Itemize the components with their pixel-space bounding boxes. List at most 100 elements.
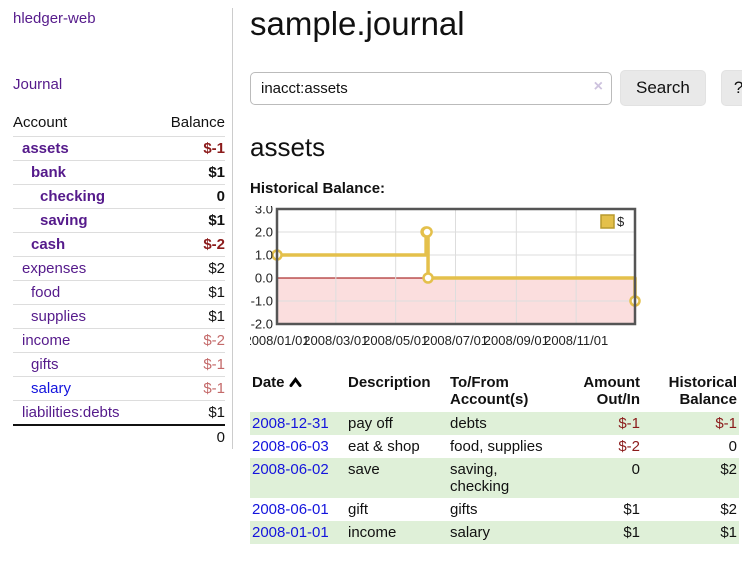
accounts-total-row: 0 bbox=[13, 424, 225, 449]
transaction-balance: $-1 bbox=[642, 412, 739, 435]
transaction-balance: $1 bbox=[642, 521, 739, 544]
app-title-link[interactable]: hledger-web bbox=[13, 10, 96, 27]
transaction-date-link[interactable]: 2008-12-31 bbox=[252, 415, 329, 432]
accounts-total-spacer bbox=[13, 424, 154, 449]
search-button[interactable]: Search bbox=[620, 70, 706, 106]
transaction-row: 2008-06-01 gift gifts $1 $2 bbox=[250, 498, 739, 521]
transaction-accounts: food, supplies bbox=[450, 438, 543, 455]
account-balance: $-1 bbox=[153, 376, 225, 401]
transaction-date-link[interactable]: 2008-06-01 bbox=[252, 501, 329, 518]
account-link[interactable]: expenses bbox=[22, 260, 87, 277]
transaction-description: pay off bbox=[346, 412, 448, 435]
register-header-date[interactable]: Date bbox=[250, 372, 346, 412]
account-balance: $-2 bbox=[153, 232, 225, 257]
account-row: saving $1 bbox=[13, 208, 225, 233]
account-row: bank $1 bbox=[13, 160, 225, 185]
svg-text:2008/11/01: 2008/11/01 bbox=[544, 333, 608, 348]
account-row: checking 0 bbox=[13, 184, 225, 209]
account-link[interactable]: salary bbox=[31, 380, 72, 397]
account-row: cash $-2 bbox=[13, 232, 225, 257]
transaction-amount: $1 bbox=[623, 501, 640, 518]
account-row: expenses $2 bbox=[13, 256, 225, 281]
transaction-row: 2008-01-01 income salary $1 $1 bbox=[250, 521, 739, 544]
register-header-amount: Amount Out/In bbox=[583, 374, 640, 408]
account-link[interactable]: food bbox=[31, 284, 61, 301]
sort-ascending-icon bbox=[289, 375, 302, 392]
svg-text:2008/05/01: 2008/05/01 bbox=[363, 333, 428, 348]
account-link[interactable]: liabilities:debts bbox=[22, 404, 120, 421]
transaction-accounts: gifts bbox=[450, 501, 478, 518]
account-row: liabilities:debts $1 bbox=[13, 400, 225, 425]
accounts-total-value: 0 bbox=[153, 424, 225, 449]
chart-canvas: $3.0 2.0 1.0 0.0 -1.0 -2.02008/01/012008/03/0… bbox=[244, 202, 641, 348]
register-header-accounts: To/From Account(s) bbox=[450, 374, 529, 408]
transaction-description: income bbox=[346, 521, 448, 544]
transaction-balance: 0 bbox=[728, 438, 737, 455]
accounts-header-row: Account Balance bbox=[13, 111, 225, 137]
transaction-amount: $-1 bbox=[554, 412, 642, 435]
account-balance: $1 bbox=[153, 208, 225, 233]
transaction-accounts: salary bbox=[448, 521, 554, 544]
account-balance: 0 bbox=[153, 184, 225, 209]
account-link[interactable]: income bbox=[22, 332, 71, 349]
account-row: gifts $-1 bbox=[13, 352, 225, 377]
account-link[interactable]: gifts bbox=[31, 356, 59, 373]
account-heading: assets bbox=[250, 132, 326, 162]
page-title: sample.journal bbox=[250, 5, 465, 42]
sidebar: hledger-web Journal Account Balance asse… bbox=[0, 0, 233, 582]
account-balance: $1 bbox=[153, 160, 225, 185]
transaction-date-link[interactable]: 2008-06-03 bbox=[252, 438, 329, 455]
svg-text:0.0: 0.0 bbox=[255, 271, 273, 286]
accounts-header-account: Account bbox=[13, 114, 68, 131]
svg-text:2008/01/01: 2008/01/01 bbox=[250, 333, 310, 348]
sidebar-panel: hledger-web Journal Account Balance asse… bbox=[13, 8, 233, 449]
svg-text:2.0: 2.0 bbox=[255, 225, 273, 240]
account-row: income $-2 bbox=[13, 328, 225, 353]
chart-label: Historical Balance: bbox=[250, 180, 386, 197]
account-balance: $1 bbox=[153, 400, 225, 425]
transaction-description: save bbox=[346, 458, 448, 498]
transaction-amount: $1 bbox=[554, 521, 642, 544]
transaction-accounts: debts bbox=[448, 412, 554, 435]
main-content: sample.journal × Search ? assets Histori… bbox=[233, 0, 742, 582]
transaction-accounts: saving, checking bbox=[448, 458, 554, 498]
account-balance: $2 bbox=[153, 256, 225, 281]
accounts-table: Account Balance assets $-1 bank $1 checking 0… bbox=[13, 111, 225, 449]
account-link[interactable]: cash bbox=[31, 236, 66, 253]
register-header-row: Date Description To/From Account(s) Amou… bbox=[250, 372, 739, 412]
transaction-description: gift bbox=[348, 501, 369, 518]
search-input[interactable] bbox=[250, 71, 612, 105]
sidebar-item-journal[interactable]: Journal bbox=[13, 76, 63, 93]
account-balance: $1 bbox=[153, 280, 225, 305]
account-link[interactable]: bank bbox=[31, 164, 67, 181]
account-balance: $-1 bbox=[153, 352, 225, 377]
transaction-balance: $2 bbox=[720, 501, 737, 518]
accounts-header-balance: Balance bbox=[170, 114, 225, 131]
account-row: supplies $1 bbox=[13, 304, 225, 329]
search-input-wrap: × bbox=[250, 71, 612, 105]
svg-text:3.0: 3.0 bbox=[255, 206, 273, 217]
register-header-balance: Historical Balance bbox=[668, 374, 737, 408]
transaction-amount: 0 bbox=[554, 458, 642, 498]
svg-text:-1.0: -1.0 bbox=[251, 294, 273, 309]
clear-search-icon[interactable]: × bbox=[593, 77, 603, 95]
transaction-row: 2008-06-02 save saving, checking 0 $2 bbox=[250, 458, 739, 498]
svg-text:2008/07/01: 2008/07/01 bbox=[423, 333, 488, 348]
svg-text:1.0: 1.0 bbox=[255, 248, 273, 263]
account-link[interactable]: checking bbox=[40, 188, 106, 205]
svg-text:$: $ bbox=[617, 214, 625, 229]
account-row: assets $-1 bbox=[13, 136, 225, 161]
transaction-date-link[interactable]: 2008-06-02 bbox=[252, 461, 329, 478]
help-button[interactable]: ? bbox=[720, 70, 742, 106]
transaction-amount: $-2 bbox=[618, 438, 640, 455]
account-link[interactable]: saving bbox=[40, 212, 88, 229]
svg-text:2008/09/01: 2008/09/01 bbox=[484, 333, 549, 348]
transaction-balance: $2 bbox=[642, 458, 739, 498]
account-link[interactable]: assets bbox=[22, 140, 69, 157]
historical-balance-chart: $3.0 2.0 1.0 0.0 -1.0 -2.0 2008/01/01 2008/03/0… bbox=[244, 202, 742, 357]
transaction-date-link[interactable]: 2008-01-01 bbox=[252, 524, 329, 541]
transaction-description: eat & shop bbox=[348, 438, 420, 455]
account-link[interactable]: supplies bbox=[31, 308, 87, 325]
account-balance: $-1 bbox=[153, 136, 225, 161]
